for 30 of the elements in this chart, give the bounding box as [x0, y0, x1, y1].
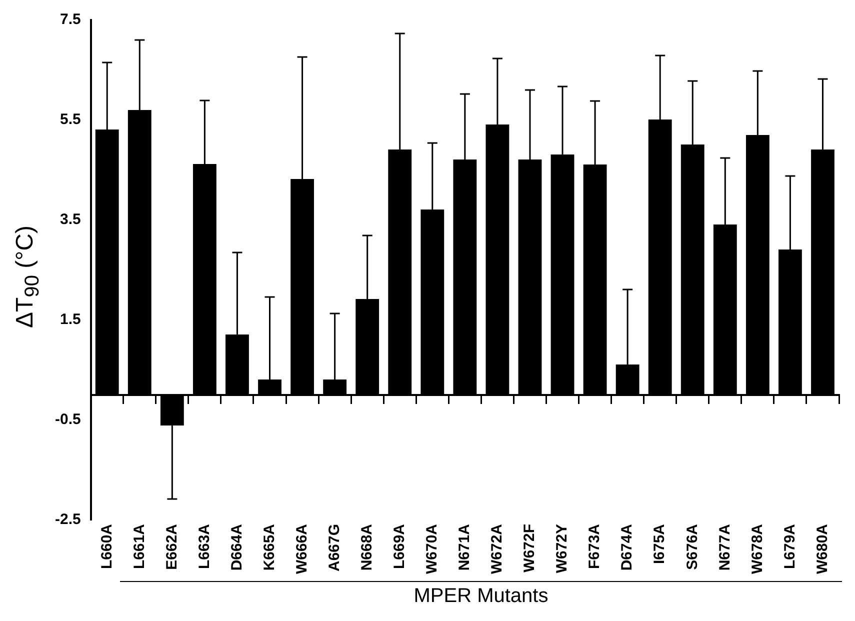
y-tick-label: 5.5: [60, 111, 81, 128]
x-tick-label: S676A: [684, 524, 701, 570]
x-tick-label: W678A: [748, 524, 766, 574]
x-tick-label: A667G: [326, 524, 343, 572]
x-tick-label: W672F: [521, 524, 538, 572]
x-tick-label: L669A: [391, 524, 408, 570]
x-tick-label: L660A: [98, 524, 116, 570]
x-tick-label: E662A: [163, 524, 180, 570]
y-tick-label: 7.5: [60, 11, 81, 28]
x-tick-label: F673A: [586, 524, 604, 570]
x-tick-label: I675A: [651, 524, 668, 564]
x-tick-label: N668A: [358, 524, 376, 571]
x-axis-title: MPER Mutants: [412, 585, 550, 608]
x-tick-label: D674A: [618, 524, 636, 571]
x-tick-label: D664A: [228, 524, 246, 571]
x-tick-label: W672A: [488, 524, 506, 574]
x-tick-label: W666A: [293, 524, 310, 574]
x-tick-label: L679A: [781, 524, 798, 570]
y-tick-label: 3.5: [60, 211, 81, 228]
y-tick-label: 1.5: [60, 311, 81, 328]
x-tick-label: N671A: [456, 524, 474, 571]
y-tick-label: -2.5: [54, 511, 81, 528]
x-tick-label: W670A: [424, 524, 441, 574]
x-tick-label: K665A: [260, 524, 278, 571]
x-tick-label: L663A: [196, 524, 213, 570]
y-tick-label: -0.5: [54, 411, 81, 428]
x-tick-label: W672Y: [554, 524, 571, 574]
x-tick-label: W680A: [814, 524, 831, 574]
x-tick-label: N677A: [716, 524, 734, 571]
x-tick-label: L661A: [130, 524, 148, 570]
